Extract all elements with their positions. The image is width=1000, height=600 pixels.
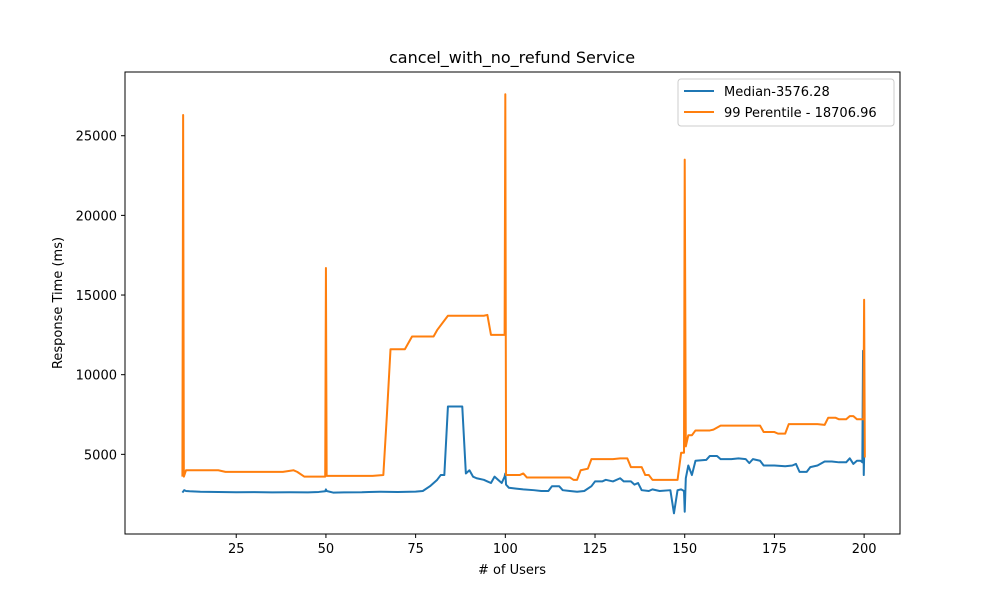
legend-label-99-percentile: 99 Perentile - 18706.96: [724, 106, 877, 121]
y-tick-label: 25000: [76, 130, 117, 145]
series-line-1: [181, 93, 866, 481]
series-layer: [181, 93, 866, 515]
y-tick-label: 15000: [76, 289, 117, 304]
legend-box: [677, 78, 895, 127]
plot-frame: [124, 71, 901, 535]
plot-area: [124, 71, 901, 535]
y-tick-label: 10000: [76, 369, 117, 384]
x-tick-label: 100: [493, 542, 518, 557]
y-tick-label: 5000: [84, 448, 117, 463]
y-axis-label: Response Time (ms): [51, 237, 66, 369]
x-tick-label: 150: [672, 542, 697, 557]
x-axis-label: # of Users: [478, 563, 546, 578]
x-tick-label: 125: [583, 542, 608, 557]
x-tick-label: 200: [852, 542, 877, 557]
x-tick-label: 175: [762, 542, 787, 557]
x-tick-label: 75: [407, 542, 424, 557]
y-axis: 5000 10000 15000 20000 25000: [76, 130, 125, 463]
legend: Median-3576.28 99 Perentile - 18706.96: [677, 78, 895, 127]
series-line-0: [181, 349, 866, 515]
x-tick-label: 50: [318, 542, 335, 557]
legend-label-median: Median-3576.28: [724, 85, 830, 100]
x-tick-label: 25: [228, 542, 245, 557]
y-tick-label: 20000: [76, 209, 117, 224]
x-axis: 50 75 100 125 150 175 200 25: [228, 534, 877, 557]
chart-title: cancel_with_no_refund Service: [389, 48, 635, 68]
